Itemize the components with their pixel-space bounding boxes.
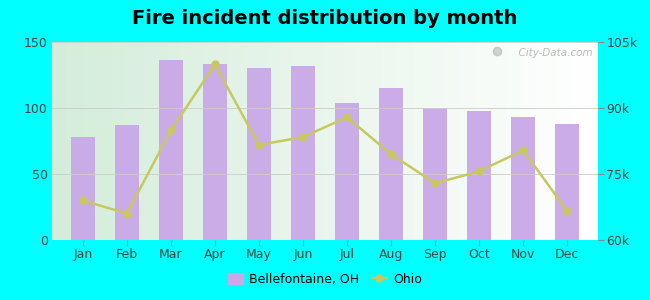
Text: Fire incident distribution by month: Fire incident distribution by month: [133, 9, 517, 28]
Bar: [379, 88, 403, 240]
Bar: [247, 68, 271, 240]
Bar: [291, 66, 315, 240]
Bar: [423, 108, 447, 240]
Bar: [467, 111, 491, 240]
Text: City-Data.com: City-Data.com: [512, 48, 593, 58]
Bar: [203, 64, 227, 240]
Bar: [115, 125, 139, 240]
Bar: [335, 103, 359, 240]
Bar: [159, 61, 183, 240]
Bar: [71, 137, 95, 240]
Bar: [555, 124, 579, 240]
Bar: [511, 117, 535, 240]
Legend: Bellefontaine, OH, Ohio: Bellefontaine, OH, Ohio: [223, 268, 427, 291]
